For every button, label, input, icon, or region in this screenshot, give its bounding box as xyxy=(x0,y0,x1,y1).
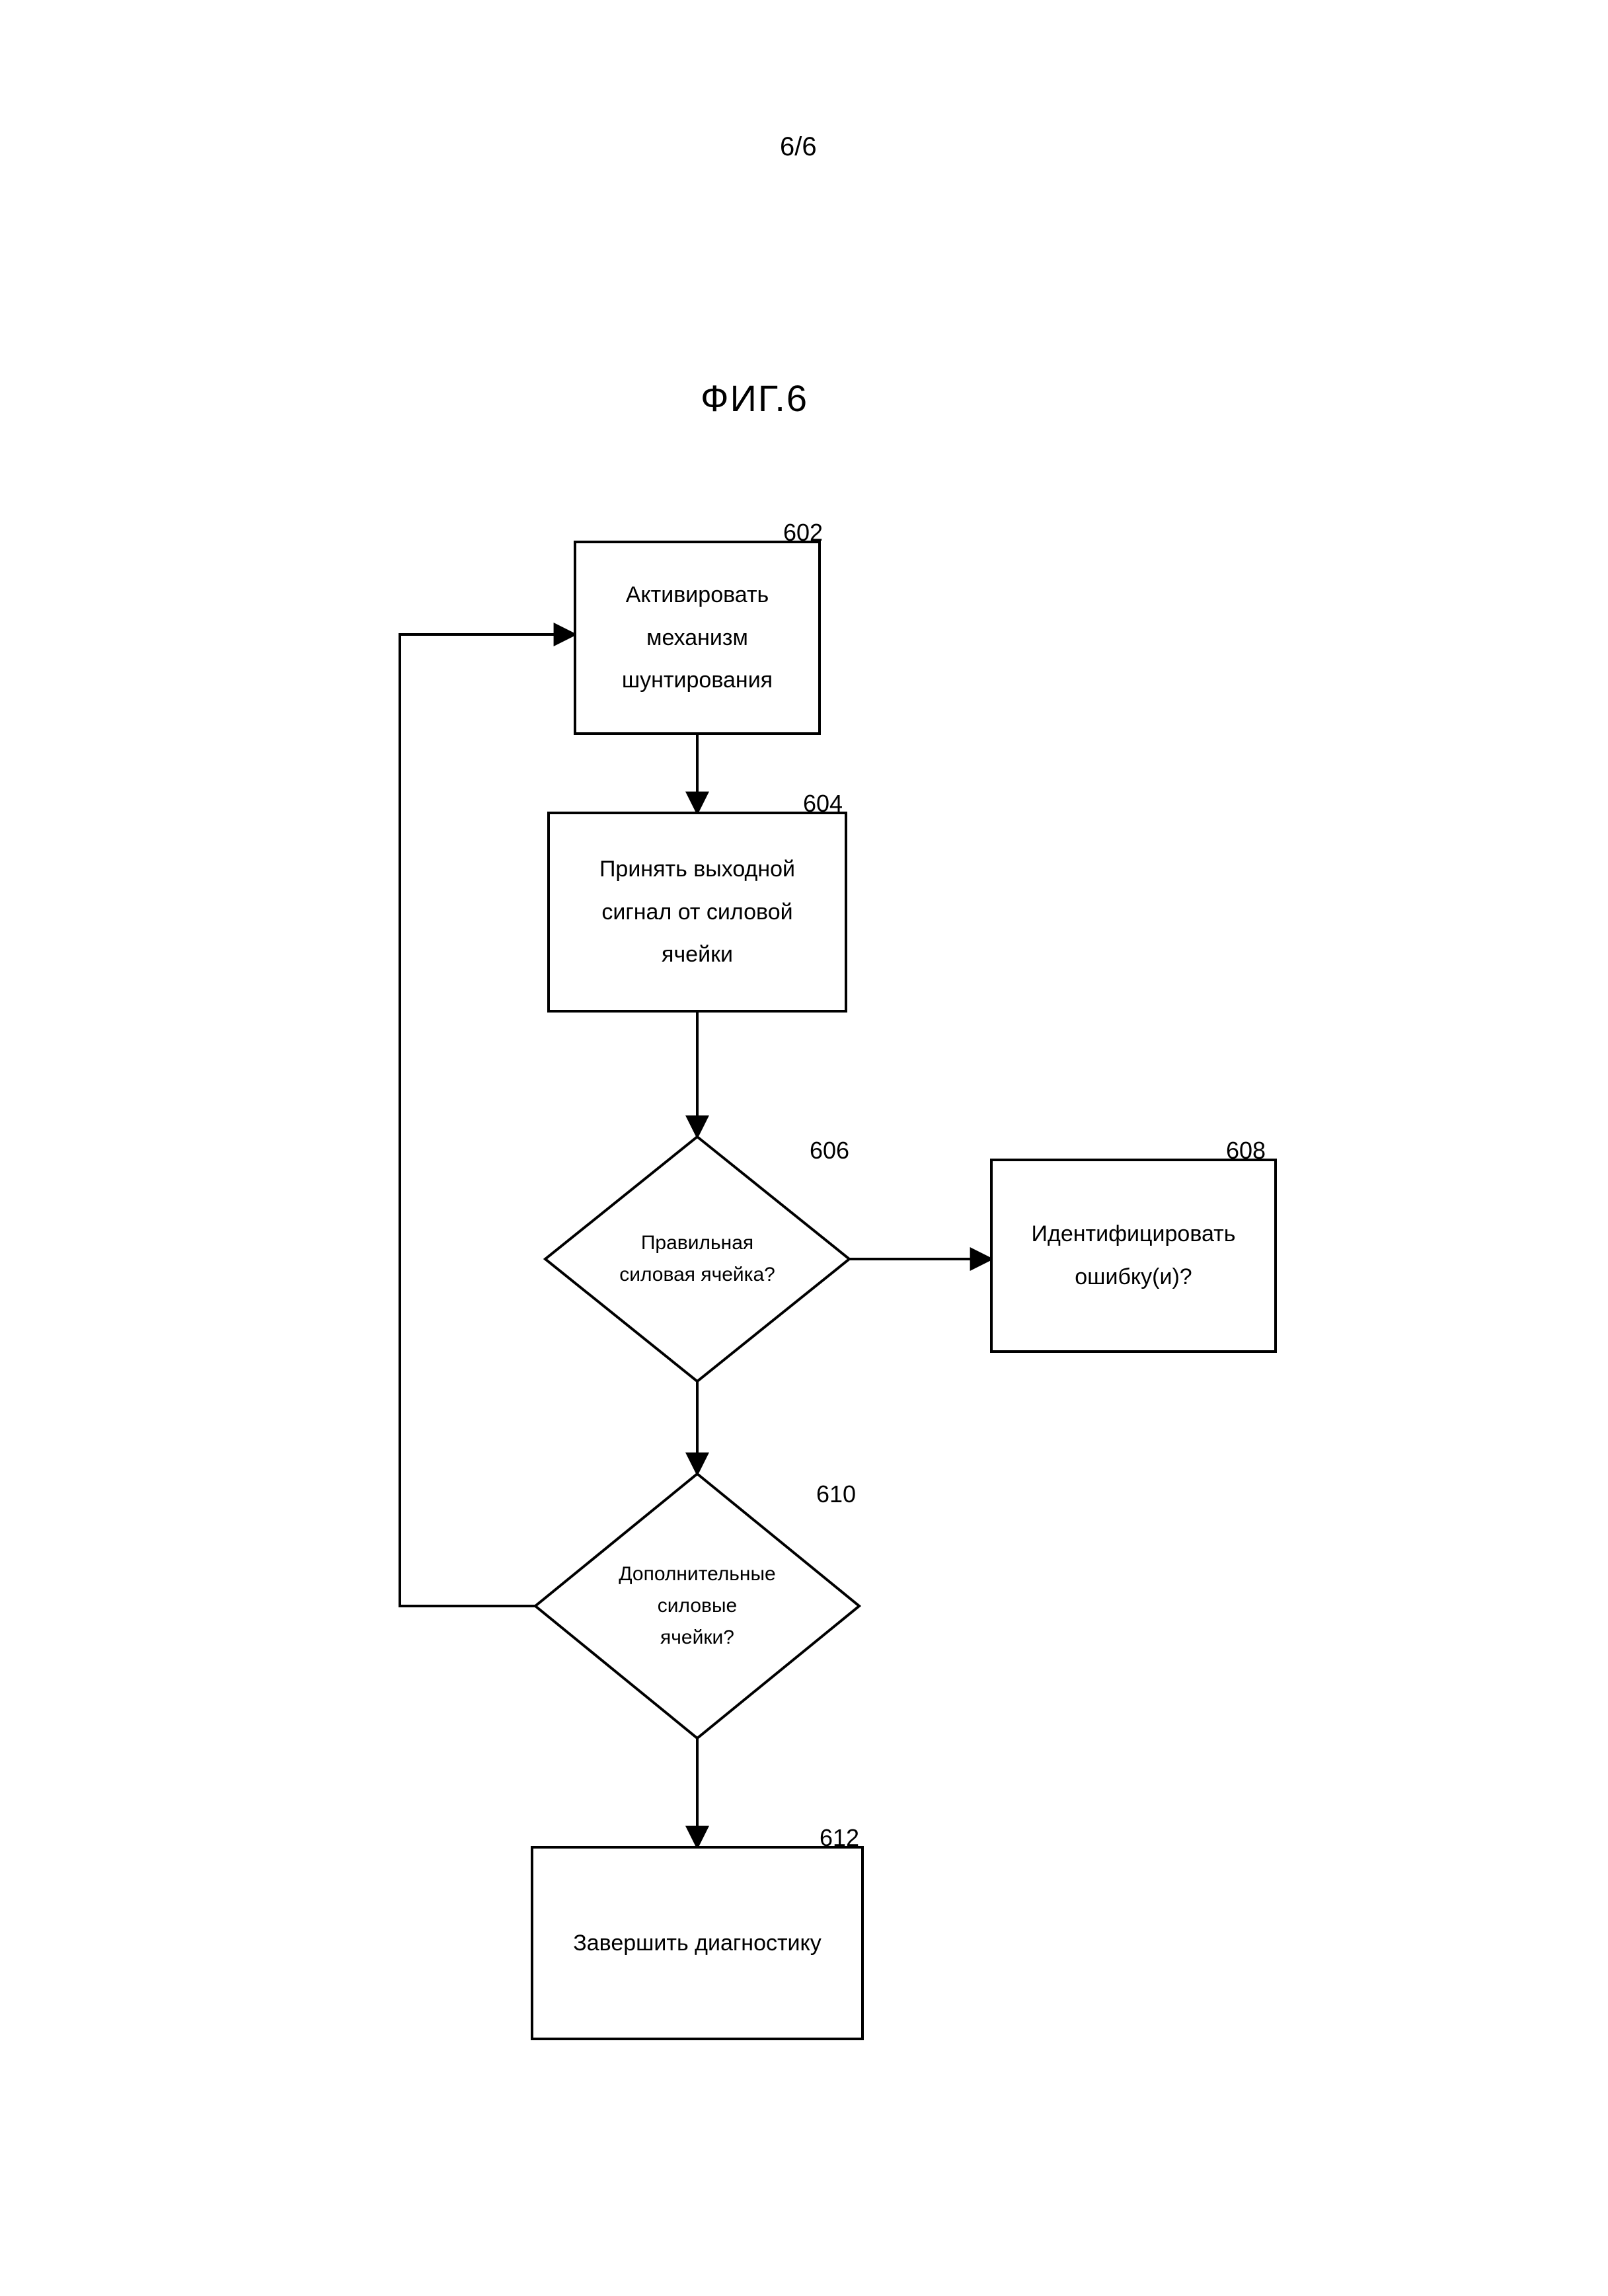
node-label-n612: 612 xyxy=(820,1824,859,1852)
flow-box-text-n604: Принять выходнойсигнал от силовойячейки xyxy=(549,813,846,1011)
flow-box-text-n612: Завершить диагностику xyxy=(532,1847,862,2039)
node-label-n608: 608 xyxy=(1226,1137,1266,1165)
node-label-n602: 602 xyxy=(783,519,823,547)
flow-diamond-text-n606: Правильнаясиловая ячейка? xyxy=(545,1137,849,1381)
node-label-n606: 606 xyxy=(810,1137,849,1165)
flow-box-text-n608: Идентифицироватьошибку(и)? xyxy=(991,1160,1276,1352)
flow-diamond-text-n610: Дополнительныесиловыеячейки? xyxy=(535,1474,859,1738)
node-label-n604: 604 xyxy=(803,790,843,818)
node-label-n610: 610 xyxy=(816,1480,856,1508)
edge xyxy=(400,634,575,1606)
flow-box-text-n602: Активироватьмеханизмшунтирования xyxy=(575,542,820,734)
page: 6/6 ФИГ.6 Активироватьмеханизмшунтирован… xyxy=(0,0,1608,2296)
